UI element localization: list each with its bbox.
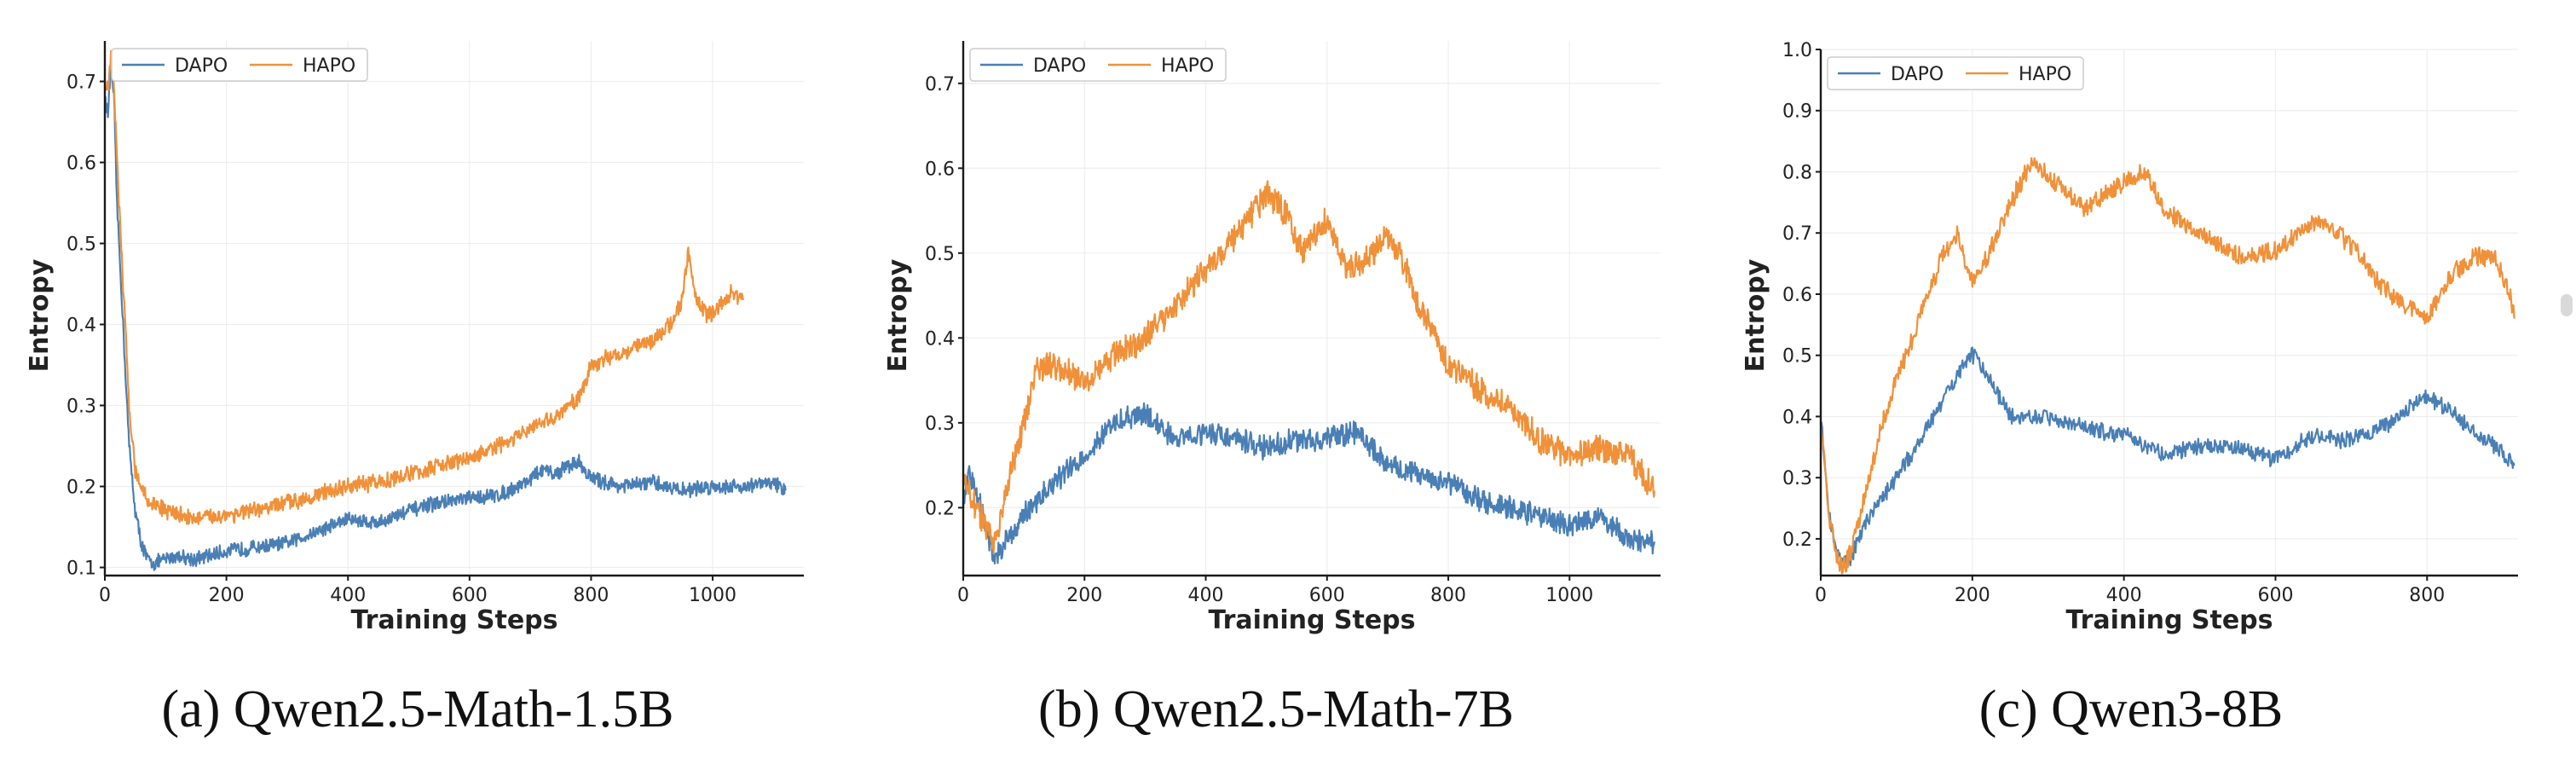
series-line-hapo xyxy=(104,49,744,525)
y-tick-label: 0.1 xyxy=(66,559,96,580)
legend-label-dapo: DAPO xyxy=(1033,55,1086,77)
series-line-dapo xyxy=(103,61,787,571)
y-axis-label: Entropy xyxy=(25,258,55,372)
legend: DAPO HAPO xyxy=(969,48,1227,82)
x-tick-label: 600 xyxy=(2257,585,2293,606)
y-tick-label: 0.6 xyxy=(1782,285,1812,306)
y-tick-label: 0.8 xyxy=(1782,162,1812,183)
y-tick-label: 0.6 xyxy=(66,153,96,175)
x-tick-label: 600 xyxy=(452,585,488,606)
x-axis-label: Training Steps xyxy=(2065,605,2273,635)
legend-box xyxy=(1827,56,2084,90)
x-tick-label: 0 xyxy=(957,585,969,606)
y-tick-label: 0.5 xyxy=(66,234,96,256)
panel-caption: (a) Qwen2.5-Math-1.5B xyxy=(162,680,674,738)
x-tick-label: 0 xyxy=(99,585,111,606)
x-tick-label: 400 xyxy=(2106,585,2142,606)
legend-label-dapo: DAPO xyxy=(175,55,228,77)
chart-panel-2: 0 200 400 600 800 1000 0.2 0.3 0.4 0.5 0.6 0.7 Train… xyxy=(883,41,1661,738)
legend-label-hapo: HAPO xyxy=(1161,55,1214,77)
x-tick-label: 600 xyxy=(1309,585,1345,606)
y-tick-label: 0.4 xyxy=(1782,407,1812,428)
series-line-hapo xyxy=(1819,157,2515,575)
x-tick-label: 400 xyxy=(1188,585,1224,606)
x-tick-label: 1000 xyxy=(1545,585,1593,606)
x-tick-label: 400 xyxy=(330,585,366,606)
legend-label-dapo: DAPO xyxy=(1891,64,1944,85)
y-tick-label: 0.5 xyxy=(1782,346,1812,368)
y-tick-label: 0.4 xyxy=(925,328,955,350)
x-tick-label: 200 xyxy=(1066,585,1102,606)
chart-panel-3: 0 200 400 600 800 0.2 0.3 0.4 0.5 0.6 0.7 0.8 0.9 1.0… xyxy=(1741,40,2518,738)
x-tick-label: 200 xyxy=(209,585,245,606)
x-tick-label: 800 xyxy=(1430,585,1466,606)
y-tick-label: 0.2 xyxy=(1782,530,1812,551)
y-tick-label: 0.7 xyxy=(66,72,96,94)
legend-label-hapo: HAPO xyxy=(2019,64,2071,85)
series-line-dapo xyxy=(962,402,1655,565)
y-tick-label: 0.3 xyxy=(1782,468,1812,489)
chart-panel-1: 0 200 400 600 800 1000 0.1 0.2 0.3 0.4 0.5 0.6 0.7 Tr… xyxy=(25,41,804,738)
y-tick-label: 0.7 xyxy=(1782,223,1812,245)
y-axis-label: Entropy xyxy=(1741,258,1770,372)
x-tick-label: 800 xyxy=(573,585,609,606)
x-axis-label: Training Steps xyxy=(350,605,557,635)
series-line-dapo xyxy=(1819,346,2515,567)
legend-box xyxy=(969,48,1227,82)
legend-label-hapo: HAPO xyxy=(303,55,355,77)
scroll-handle[interactable] xyxy=(2561,294,2573,316)
legend: DAPO HAPO xyxy=(1827,56,2084,90)
panel-caption: (c) Qwen3-8B xyxy=(1979,680,2283,738)
legend: DAPO HAPO xyxy=(111,48,368,82)
x-tick-label: 200 xyxy=(1955,585,1990,606)
y-tick-label: 0.3 xyxy=(66,396,96,418)
series-line-hapo xyxy=(962,180,1655,555)
y-tick-label: 0.2 xyxy=(66,478,96,499)
y-tick-label: 0.2 xyxy=(925,498,955,519)
y-tick-label: 0.4 xyxy=(66,315,96,337)
y-tick-label: 0.7 xyxy=(925,74,955,96)
y-tick-label: 0.6 xyxy=(925,159,955,180)
y-tick-label: 0.3 xyxy=(925,414,955,435)
y-tick-label: 1.0 xyxy=(1782,40,1812,61)
y-axis-label: Entropy xyxy=(883,258,913,372)
x-tick-label: 1000 xyxy=(689,585,736,606)
x-tick-label: 800 xyxy=(2409,585,2445,606)
legend-box xyxy=(111,48,368,82)
x-tick-label: 0 xyxy=(1815,585,1827,606)
panel-caption: (b) Qwen2.5-Math-7B xyxy=(1038,680,1514,738)
y-tick-label: 0.5 xyxy=(925,244,955,265)
y-tick-label: 0.9 xyxy=(1782,101,1812,123)
x-axis-label: Training Steps xyxy=(1208,605,1415,635)
